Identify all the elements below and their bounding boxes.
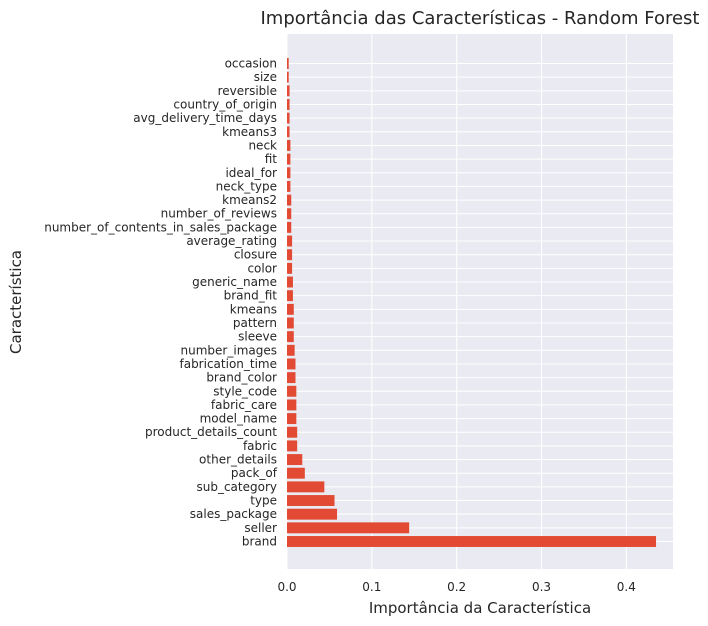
bar-kmeans2 [287, 194, 292, 206]
y-tick-label: fabric_care [211, 398, 277, 412]
plot-area [287, 34, 673, 569]
bar-brand_fit [287, 290, 293, 302]
bar-pack_of [287, 467, 305, 479]
bar-pattern [287, 317, 294, 329]
x-tick-label: 0.2 [447, 580, 466, 594]
bar-fit [287, 153, 291, 165]
bar-country_of_origin [287, 99, 290, 110]
y-tick-label: fabrication_time [179, 357, 277, 371]
bar-closure [287, 249, 293, 261]
y-tick-label: style_code [213, 384, 277, 398]
bar-occasion [287, 58, 289, 69]
y-tick-label: brand_color [206, 371, 277, 385]
bar-color [287, 262, 293, 274]
x-tick-label: 0.0 [277, 580, 296, 594]
y-tick-label: avg_delivery_time_days [133, 111, 277, 125]
x-tick-label: 0.4 [617, 580, 636, 594]
y-tick-label: reversible [218, 84, 277, 98]
y-tick-label: sub_category [196, 480, 277, 494]
y-tick-label: model_name [200, 412, 277, 426]
bar-product_details_count [287, 426, 298, 438]
y-tick-label: number_of_reviews [161, 207, 277, 221]
y-tick-label: pattern [233, 316, 277, 330]
y-tick-label: fit [265, 152, 278, 166]
bar-kmeans [287, 303, 294, 315]
bar-sub_category [287, 481, 325, 493]
y-tick-label: color [247, 261, 277, 275]
bar-model_name [287, 413, 297, 425]
bar-sales_package [287, 508, 338, 520]
bar-average_rating [287, 235, 293, 247]
bar-ideal_for [287, 167, 291, 179]
y-axis-label: Característica [7, 250, 25, 354]
bar-seller [287, 522, 410, 534]
bar-brand [287, 536, 657, 547]
y-tick-label: closure [234, 248, 277, 262]
bar-type [287, 495, 335, 506]
y-tick-label: sales_package [190, 507, 277, 521]
bar-number_of_contents_in_sales_package [287, 221, 292, 233]
y-tick-label: pack_of [231, 466, 278, 480]
bar-kmeans3 [287, 126, 290, 138]
x-axis-label: Importância da Característica [369, 599, 591, 617]
bar-brand_color [287, 372, 296, 384]
y-tick-label: size [254, 70, 277, 84]
y-tick-label: generic_name [192, 275, 277, 289]
bar-avg_delivery_time_days [287, 112, 290, 124]
bar-reversible [287, 85, 290, 97]
y-tick-label: brand_fit [224, 289, 278, 303]
bar-generic_name [287, 276, 293, 288]
y-tick-label: ideal_for [225, 166, 277, 180]
x-tick-label: 0.3 [532, 580, 551, 594]
bar-fabric_care [287, 399, 297, 411]
bar-other_details [287, 454, 303, 466]
y-tick-label: brand [242, 535, 277, 549]
y-tick-label: kmeans3 [222, 125, 277, 139]
y-tick-label: sleeve [238, 330, 277, 344]
x-tick-label: 0.1 [362, 580, 381, 594]
y-tick-label: country_of_origin [173, 97, 277, 111]
bar-size [287, 71, 289, 83]
chart-title: Importância das Características - Random… [260, 8, 699, 29]
y-tick-label: average_rating [186, 234, 277, 248]
y-tick-label: fabric [243, 439, 277, 453]
bars [287, 58, 657, 547]
y-tick-label: neck_type [216, 179, 277, 193]
y-tick-label: number_of_contents_in_sales_package [44, 220, 277, 234]
y-tick-label: type [250, 494, 277, 508]
bar-style_code [287, 385, 297, 397]
bar-fabric [287, 440, 298, 452]
y-tick-label: product_details_count [145, 425, 277, 439]
x-tick-labels: 0.0 0.1 0.2 0.3 0.4 [277, 580, 635, 594]
bar-sleeve [287, 331, 294, 343]
bar-neck_type [287, 180, 291, 192]
y-tick-label: kmeans [230, 302, 277, 316]
y-tick-labels: brandsellersales_packagetypesub_category… [44, 57, 278, 549]
y-tick-label: occasion [225, 57, 277, 71]
y-tick-label: kmeans2 [222, 193, 277, 207]
y-tick-label: number_images [181, 343, 277, 357]
y-tick-label: other_details [199, 453, 277, 467]
bar-number_images [287, 344, 295, 356]
bar-neck [287, 139, 291, 151]
y-tick-label: neck [248, 138, 277, 152]
bar-fabrication_time [287, 358, 296, 370]
bar-number_of_reviews [287, 208, 292, 220]
y-tick-label: seller [244, 521, 277, 535]
